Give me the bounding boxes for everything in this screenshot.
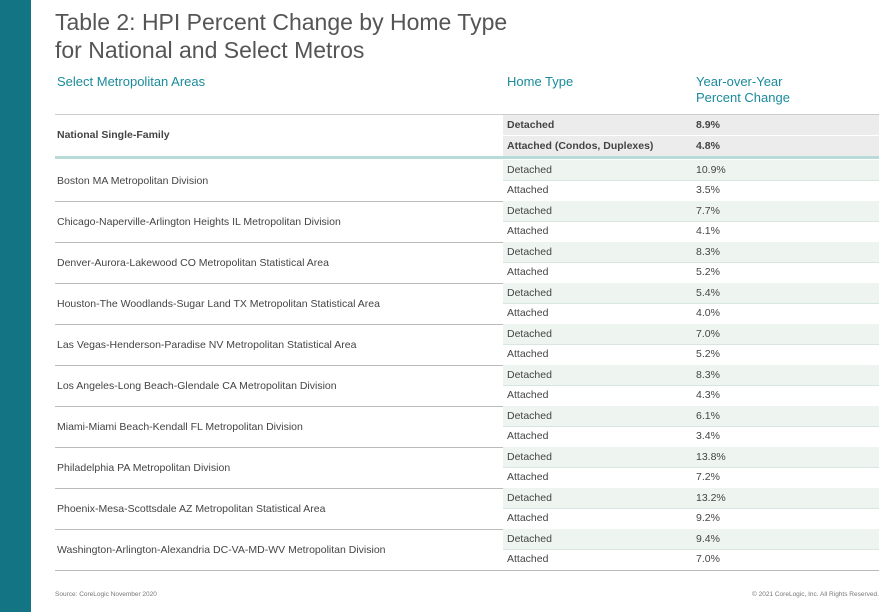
divider <box>503 385 879 386</box>
row-bg <box>503 324 879 344</box>
home-type: Attached <box>507 430 549 442</box>
percent-change: 10.9% <box>696 164 726 176</box>
row-bg <box>503 160 879 180</box>
divider <box>503 508 879 509</box>
row-label: Denver-Aurora-Lakewood CO Metropolitan S… <box>57 257 329 269</box>
row-label: Los Angeles-Long Beach-Glendale CA Metro… <box>57 380 337 392</box>
row-bg <box>503 283 879 303</box>
row-bg <box>503 242 879 262</box>
divider <box>55 488 879 489</box>
percent-change: 8.3% <box>696 369 720 381</box>
divider <box>503 135 879 136</box>
row-label: Washington-Arlington-Alexandria DC-VA-MD… <box>57 544 386 556</box>
home-type: Attached <box>507 266 549 278</box>
home-type: Attached <box>507 389 549 401</box>
home-type: Attached <box>507 553 549 565</box>
home-type: Attached <box>507 307 549 319</box>
row-bg <box>503 115 879 157</box>
percent-change: 9.4% <box>696 533 720 545</box>
percent-change: 7.2% <box>696 471 720 483</box>
source: Source: CoreLogic November 2020 <box>55 591 157 598</box>
divider <box>55 529 879 530</box>
row-bg <box>503 488 879 508</box>
percent-change: 7.7% <box>696 205 720 217</box>
divider <box>503 221 879 222</box>
row-bg <box>503 529 879 549</box>
percent-change: 9.2% <box>696 512 720 524</box>
percent-change: 5.2% <box>696 348 720 360</box>
home-type: Detached <box>507 205 552 217</box>
sidebar <box>0 0 31 612</box>
divider <box>55 156 879 159</box>
percent-change: 8.3% <box>696 246 720 258</box>
column-header: Home Type <box>507 74 574 89</box>
divider <box>503 344 879 345</box>
home-type: Detached <box>507 369 552 381</box>
divider <box>55 324 879 325</box>
home-type: Detached <box>507 246 552 258</box>
row-label: Boston MA Metropolitan Division <box>57 175 209 187</box>
row-label: National Single-Family <box>57 129 170 141</box>
percent-change: 6.1% <box>696 410 720 422</box>
divider <box>55 114 879 115</box>
home-type: Attached <box>507 471 549 483</box>
home-type: Detached <box>507 328 552 340</box>
percent-change: 5.2% <box>696 266 720 278</box>
divider <box>503 262 879 263</box>
percent-change: 4.0% <box>696 307 720 319</box>
percent-change: 5.4% <box>696 287 720 299</box>
row-label: Chicago-Naperville-Arlington Heights IL … <box>57 216 341 228</box>
percent-change: 3.5% <box>696 184 720 196</box>
row-bg <box>503 447 879 467</box>
home-type: Detached <box>507 451 552 463</box>
divider <box>55 201 879 202</box>
percent-change: 4.1% <box>696 225 720 237</box>
divider <box>503 467 879 468</box>
home-type: Detached <box>507 164 552 176</box>
row-label: Houston-The Woodlands-Sugar Land TX Metr… <box>57 298 380 310</box>
percent-change: 4.8% <box>696 140 720 152</box>
row-bg <box>503 201 879 221</box>
divider <box>55 570 879 571</box>
title: Table 2: HPI Percent Change by Home Type… <box>55 9 508 63</box>
percent-change: 4.3% <box>696 389 720 401</box>
home-type: Detached <box>507 410 552 422</box>
home-type: Attached <box>507 184 549 196</box>
percent-change: 7.0% <box>696 553 720 565</box>
divider <box>55 242 879 243</box>
divider <box>55 406 879 407</box>
divider <box>503 180 879 181</box>
divider <box>503 303 879 304</box>
row-label: Miami-Miami Beach-Kendall FL Metropolita… <box>57 421 303 433</box>
home-type: Attached (Condos, Duplexes) <box>507 140 654 152</box>
home-type: Detached <box>507 492 552 504</box>
divider <box>503 549 879 550</box>
row-bg <box>503 365 879 385</box>
home-type: Attached <box>507 512 549 524</box>
row-label: Phoenix-Mesa-Scottsdale AZ Metropolitan … <box>57 503 326 515</box>
copyright: © 2021 CoreLogic, Inc. All Rights Reserv… <box>752 591 879 598</box>
home-type: Attached <box>507 348 549 360</box>
percent-change: 13.8% <box>696 451 726 463</box>
column-header: Select Metropolitan Areas <box>57 74 206 89</box>
divider <box>55 447 879 448</box>
divider <box>55 365 879 366</box>
row-bg <box>503 406 879 426</box>
percent-change: 13.2% <box>696 492 726 504</box>
home-type: Attached <box>507 225 549 237</box>
percent-change: 3.4% <box>696 430 720 442</box>
percent-change: 8.9% <box>696 119 720 131</box>
row-label: Las Vegas-Henderson-Paradise NV Metropol… <box>57 339 357 351</box>
home-type: Detached <box>507 287 552 299</box>
column-header: Year-over-Year Percent Change <box>696 74 790 105</box>
percent-change: 7.0% <box>696 328 720 340</box>
home-type: Detached <box>507 533 552 545</box>
divider <box>55 283 879 284</box>
row-label: Philadelphia PA Metropolitan Division <box>57 462 231 474</box>
divider <box>503 426 879 427</box>
home-type: Detached <box>507 119 555 131</box>
